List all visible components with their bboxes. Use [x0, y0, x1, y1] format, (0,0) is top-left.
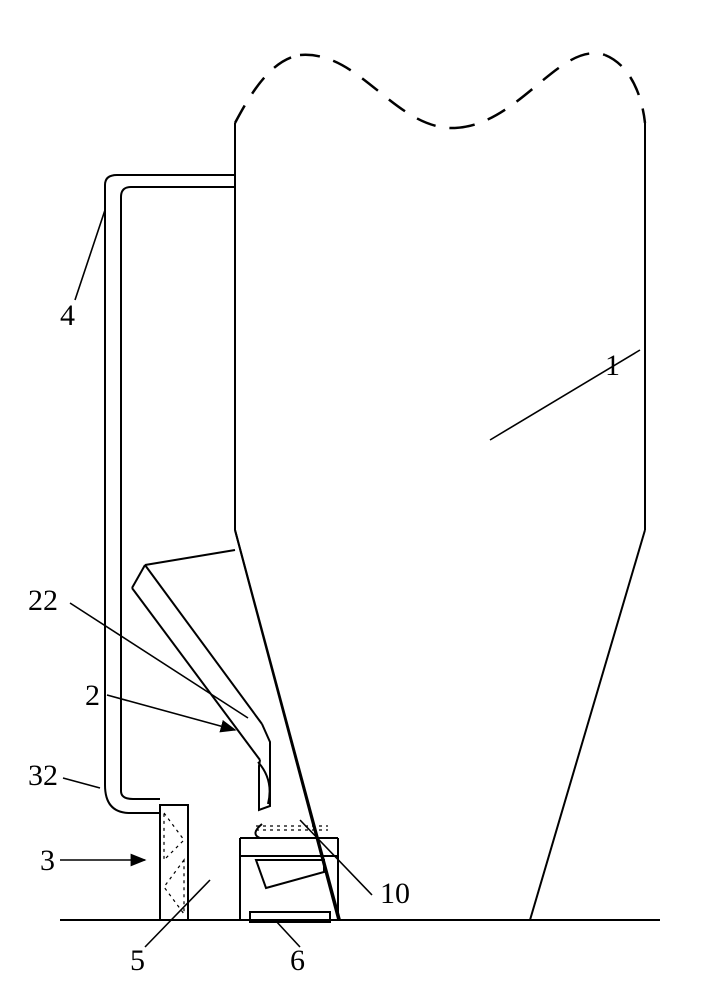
- ref-label-22: 22: [28, 584, 58, 617]
- ref-label-2: 2: [85, 679, 100, 712]
- ref-label-32: 32: [28, 759, 58, 792]
- ref-label-5: 5: [130, 944, 145, 977]
- leader-lines-layer: [60, 210, 640, 947]
- diagram-canvas: 142223235610: [0, 0, 713, 1000]
- drawing-layer: [60, 53, 660, 922]
- ref-label-10: 10: [380, 877, 410, 910]
- ref-label-3: 3: [40, 844, 55, 877]
- ref-label-6: 6: [290, 944, 305, 977]
- ref-label-4: 4: [60, 299, 75, 332]
- labels-layer: 142223235610: [28, 299, 620, 977]
- ref-label-1: 1: [605, 349, 620, 382]
